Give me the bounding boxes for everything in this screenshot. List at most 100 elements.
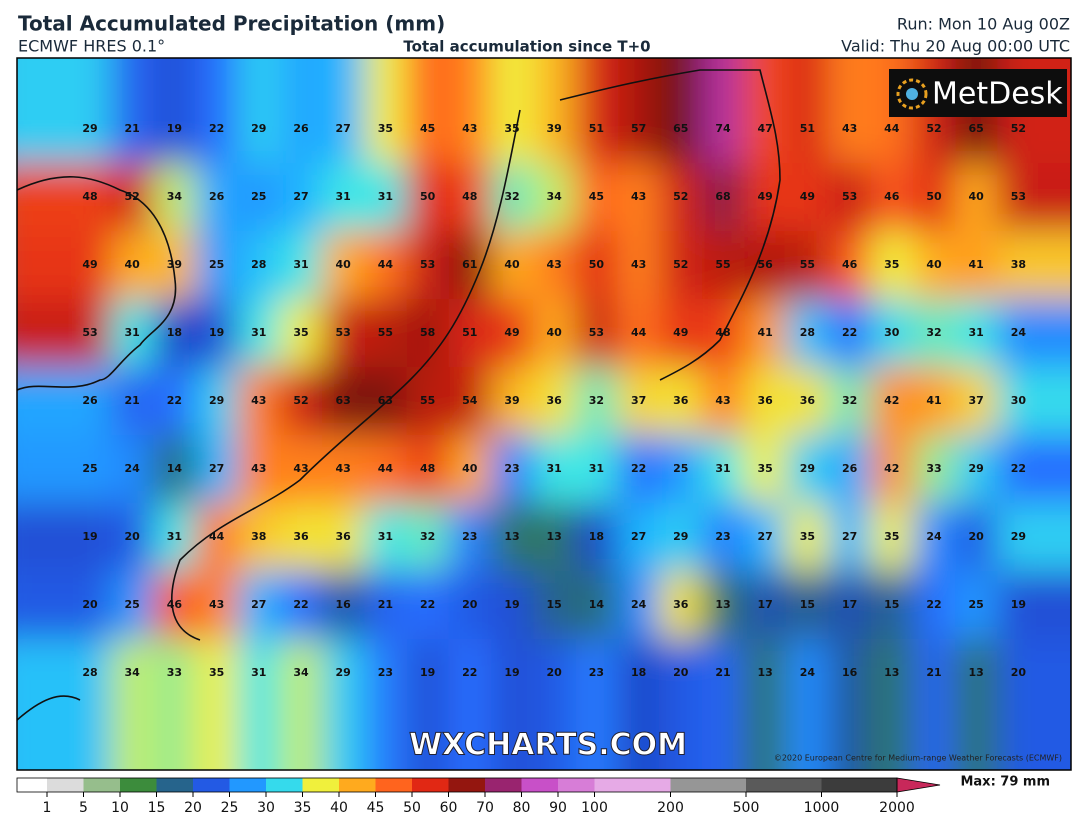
precip-cell <box>786 231 830 300</box>
precip-cell <box>617 367 661 436</box>
precip-cell <box>406 231 450 300</box>
precip-value: 40 <box>125 258 141 271</box>
precip-cell <box>406 58 450 164</box>
precip-value: 22 <box>167 394 182 407</box>
precip-cell <box>955 639 999 770</box>
precip-cell <box>912 299 957 368</box>
precip-cell <box>490 231 535 300</box>
precip-cell <box>111 163 155 232</box>
precip-cell <box>153 435 197 504</box>
precip-cell <box>617 299 661 368</box>
precip-value: 31 <box>293 258 308 271</box>
precip-value: 19 <box>504 598 519 611</box>
precip-value: 18 <box>589 530 604 543</box>
precip-cell <box>364 503 408 572</box>
precip-cell <box>364 163 408 232</box>
precip-cell <box>448 435 492 504</box>
coastline <box>171 109 521 641</box>
colorbar-label: 1 <box>43 800 52 816</box>
precip-value: 31 <box>589 462 604 475</box>
precip-value: 39 <box>547 122 562 135</box>
map-frame <box>16 57 1072 771</box>
precip-value: 27 <box>251 598 266 611</box>
precip-cell <box>659 435 703 504</box>
precip-value: 25 <box>251 190 266 203</box>
precip-value: 24 <box>1011 326 1027 339</box>
precip-cell <box>364 639 408 770</box>
precip-value: 43 <box>547 258 562 271</box>
precip-cell <box>533 571 577 640</box>
precip-value: 52 <box>673 190 688 203</box>
precip-cell <box>701 231 746 300</box>
precip-cell <box>195 503 239 572</box>
precip-cell <box>406 503 450 572</box>
precip-cell <box>195 231 239 300</box>
precip-value: 18 <box>631 666 646 679</box>
precip-cell <box>448 503 492 572</box>
precip-cell <box>364 435 408 504</box>
coastlines <box>17 69 781 721</box>
precip-value: 27 <box>336 122 351 135</box>
colorbar-segment <box>670 778 747 792</box>
precip-cell <box>17 163 113 232</box>
precip-cell <box>912 163 957 232</box>
precip-value: 53 <box>82 326 97 339</box>
precip-value: 20 <box>1011 666 1027 679</box>
precip-value: 31 <box>251 666 266 679</box>
precip-cell <box>237 367 281 436</box>
precip-value: 28 <box>82 666 97 679</box>
precip-value: 34 <box>167 190 183 203</box>
precip-value: 55 <box>800 258 815 271</box>
precip-cell <box>533 231 577 300</box>
precip-value: 36 <box>547 394 563 407</box>
precip-value: 39 <box>504 394 519 407</box>
precip-cell <box>153 58 197 164</box>
precip-value: 19 <box>167 122 182 135</box>
precip-value: 29 <box>1011 530 1026 543</box>
precip-cell <box>533 639 577 770</box>
precip-cell <box>17 58 113 164</box>
precip-cell <box>533 435 577 504</box>
precip-cell <box>575 503 619 572</box>
precip-value: 21 <box>715 666 730 679</box>
run-time: Run: Mon 10 Aug 00Z <box>897 15 1070 34</box>
precip-value: 22 <box>420 598 435 611</box>
precip-cell <box>17 299 113 368</box>
precip-value: 44 <box>378 462 394 475</box>
precip-value: 36 <box>336 530 352 543</box>
precip-value: 33 <box>926 462 941 475</box>
precip-cell <box>237 299 281 368</box>
precip-value: 38 <box>1011 258 1026 271</box>
precip-cell <box>448 58 492 164</box>
precip-cell <box>617 58 661 164</box>
precip-value: 55 <box>378 326 393 339</box>
colorbar-segment <box>448 778 486 792</box>
precip-value: 31 <box>125 326 140 339</box>
precip-value: 49 <box>673 326 688 339</box>
precip-cell <box>828 58 872 164</box>
precip-cell <box>406 639 450 770</box>
precip-value: 63 <box>336 394 351 407</box>
precip-cell <box>322 367 366 436</box>
precip-cell <box>828 231 872 300</box>
colorbar-segment <box>339 778 376 792</box>
precip-value: 26 <box>209 190 225 203</box>
precip-value: 50 <box>420 190 436 203</box>
precip-value: 22 <box>293 598 308 611</box>
precip-value: 23 <box>715 530 730 543</box>
precip-cell <box>744 503 788 572</box>
precip-value: 25 <box>82 462 97 475</box>
precip-cell <box>786 58 830 164</box>
precip-cell <box>997 163 1071 232</box>
precip-value: 37 <box>631 394 646 407</box>
precip-cell <box>237 571 281 640</box>
precip-value: 25 <box>673 462 688 475</box>
precip-cell <box>153 571 197 640</box>
precip-cell <box>744 231 788 300</box>
colorbar-label: 100 <box>581 800 608 816</box>
precip-cell <box>111 299 155 368</box>
precip-cell <box>322 503 366 572</box>
precip-value: 43 <box>251 394 266 407</box>
precip-value: 56 <box>758 258 774 271</box>
precip-value: 31 <box>251 326 266 339</box>
